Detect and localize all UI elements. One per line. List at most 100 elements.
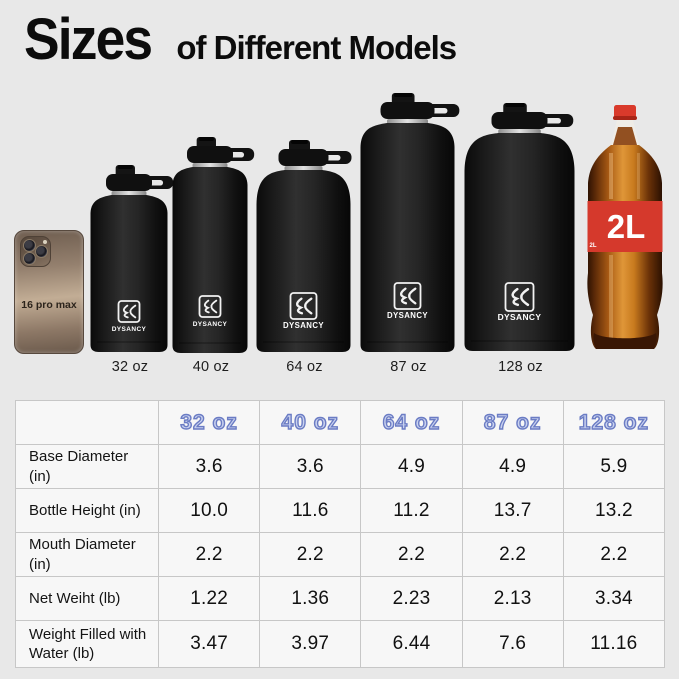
bottle-neck-ring — [111, 191, 147, 196]
cola-lower-body — [587, 251, 663, 349]
row-label: Base Diameter (in) — [15, 444, 159, 489]
phone-camera-module — [20, 236, 51, 267]
bottle-neck-ring — [386, 119, 429, 124]
bottle-spout-top — [393, 93, 413, 97]
brand-logo-box — [289, 292, 318, 320]
brand-logo-glyph — [295, 297, 304, 315]
brand-logo-glyph — [203, 299, 211, 314]
spec-corner-cell — [15, 400, 159, 445]
spec-value: 2.2 — [562, 532, 666, 577]
spec-value: 1.36 — [259, 576, 362, 621]
table-row: Mouth Diameter (in) 2.2 2.2 2.2 2.2 2.2 — [15, 532, 666, 577]
spec-table-header-row: 32 oz 40 oz 64 oz 87 oz 128 oz — [15, 400, 666, 445]
cola-bottle-figure: 2L 2L — [587, 105, 663, 349]
spec-value: 7.6 — [461, 620, 564, 668]
cola-highlight — [637, 153, 640, 199]
brand-logo-glyph — [511, 287, 520, 307]
page-title: Sizes of Different Models — [24, 6, 457, 73]
cola-neck-liquid — [613, 127, 637, 145]
bottle-lid — [278, 149, 329, 166]
spec-value: 10.0 — [157, 488, 261, 533]
brand-name: DYSANCY — [498, 312, 542, 322]
brand-logo-box — [504, 282, 535, 312]
spec-value: 1.22 — [157, 576, 261, 621]
spec-value: 5.9 — [562, 444, 666, 489]
brand-logo-box — [117, 300, 141, 323]
column-header-128-oz: 128 oz — [562, 400, 666, 445]
bottle-figure: DYSANCY — [256, 140, 352, 352]
column-header-87-oz: 87 oz — [461, 400, 564, 445]
column-header-64-oz: 64 oz — [360, 400, 463, 445]
cola-size-label: 2L — [607, 208, 646, 245]
bottle-figure: DYSANCY — [360, 93, 460, 352]
bottle-figure: DYSANCY — [172, 137, 255, 353]
bottle-lid — [491, 112, 548, 129]
brand-name: DYSANCY — [283, 321, 324, 330]
bottle-body — [464, 133, 575, 351]
camera-lens-icon — [23, 252, 36, 265]
cola-highlight — [609, 255, 613, 343]
bottle-body — [90, 195, 168, 352]
bottle-lid — [380, 102, 435, 119]
brand-logo-glyph — [520, 287, 530, 307]
spec-value: 3.97 — [259, 620, 362, 668]
brand-logo-box — [393, 282, 422, 310]
bottle-figure: DYSANCY — [90, 165, 174, 352]
brand-logo-glyph — [399, 287, 408, 305]
camera-lens-icon — [35, 245, 48, 258]
cola-cap — [614, 105, 636, 118]
brand-logo-box — [198, 295, 222, 318]
spec-value: 11.6 — [259, 488, 362, 533]
bottle-neck-ring — [284, 166, 323, 171]
spec-value: 3.6 — [259, 444, 362, 489]
brand-logo-glyph — [210, 299, 218, 314]
bottle-lid — [187, 146, 233, 163]
spec-value: 11.16 — [562, 620, 666, 668]
bottle-body — [172, 167, 248, 353]
cola-highlight — [609, 153, 613, 199]
phone-model-label: 16 pro max — [21, 299, 77, 311]
cola-cap-rim — [613, 116, 637, 120]
bottle-size-label: 64 oz — [286, 359, 323, 375]
camera-flash-icon — [43, 240, 47, 244]
bottle-spout-top — [198, 137, 214, 141]
spec-value: 4.9 — [360, 444, 463, 489]
bottle-lid — [106, 174, 152, 191]
spec-value: 2.13 — [461, 576, 564, 621]
row-label: Net Weiht (lb) — [15, 576, 159, 621]
brand-logo-glyph — [129, 304, 137, 319]
row-label: Mouth Diameter (in) — [15, 532, 159, 577]
spec-value: 11.2 — [360, 488, 463, 533]
bottle-size-label: 40 oz — [192, 359, 230, 375]
brand-name: DYSANCY — [387, 311, 428, 320]
title-highlight: Sizes — [24, 7, 153, 72]
brand-name: DYSANCY — [193, 321, 228, 328]
column-header-40-oz: 40 oz — [259, 400, 362, 445]
spec-value: 2.2 — [461, 532, 564, 577]
camera-lens-icon — [23, 239, 36, 252]
brand-logo-glyph — [304, 297, 313, 315]
spec-value: 2.2 — [360, 532, 463, 577]
bottle-neck-ring — [498, 129, 541, 134]
cola-label-band — [587, 201, 663, 252]
bottle-body — [360, 123, 455, 352]
brand-name: DYSANCY — [112, 326, 147, 333]
spec-value: 2.23 — [360, 576, 463, 621]
spec-table: 32 oz 40 oz 64 oz 87 oz 128 oz Base Diameter… — [15, 400, 666, 668]
brand-logo-glyph — [408, 287, 417, 305]
bottle-size-label: 32 oz — [111, 359, 149, 375]
spec-value: 13.7 — [461, 488, 564, 533]
bottle-spout-top — [505, 103, 525, 107]
spec-value: 6.44 — [360, 620, 463, 668]
column-header-32-oz: 32 oz — [157, 400, 261, 445]
spec-value: 2.2 — [259, 532, 362, 577]
spec-value: 3.47 — [157, 620, 261, 668]
bottle-spout-top — [291, 140, 308, 144]
row-label: Bottle Height (in) — [15, 488, 159, 533]
table-row: Net Weiht (lb) 1.22 1.36 2.23 2.13 3.34 — [15, 576, 666, 621]
bottle-figure: DYSANCY — [464, 103, 575, 351]
table-row: Weight Filled with Water (lb) 3.47 3.97 6.4… — [15, 620, 666, 668]
bottle-neck-ring — [192, 163, 228, 168]
phone-figure: 16 pro max — [14, 230, 84, 354]
